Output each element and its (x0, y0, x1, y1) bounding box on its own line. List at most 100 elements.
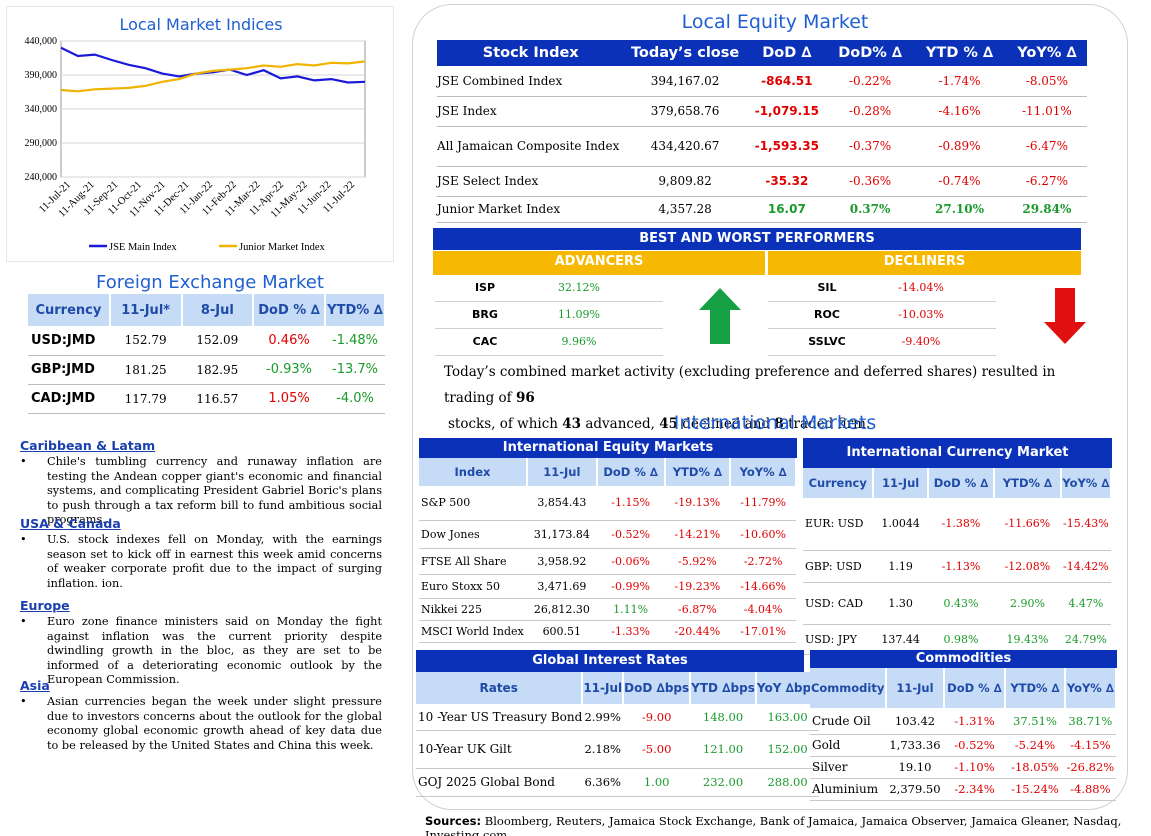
fx-pair: USD:JMD (28, 326, 110, 356)
fx-dod: 1.05% (253, 384, 325, 414)
intl-row-value: 2.99% (582, 704, 624, 731)
intl-header-cell: YoY% ∆ (1064, 668, 1118, 708)
equity-dodp: -0.28% (827, 96, 913, 127)
equity-close: 434,420.67 (624, 126, 746, 167)
intl-header-cell: 11-Jul (582, 672, 625, 704)
equity-index-name: JSE Combined Index (437, 66, 625, 97)
intl-row-change: 152.00 (755, 730, 820, 769)
equity-index-name: Junior Market Index (437, 196, 625, 223)
performer-pct: -14.04% (898, 281, 944, 294)
intl-row-change: -17.01% (730, 620, 796, 643)
intl-header-row: Rates 11-Jul DoD ∆bps YTD ∆bps YoY ∆bps (416, 672, 821, 704)
intl-row-change: -18.05% (1005, 756, 1065, 779)
intl-row: Euro Stoxx 50 3,471.69 -0.99% -19.23% -14.66… (419, 574, 796, 599)
equity-yoy: 29.84% (1006, 196, 1087, 223)
intl-row-change: 232.00 (690, 768, 756, 797)
intl-header-cell: Rates (416, 672, 584, 704)
intl-row-change: -26.82% (1064, 756, 1116, 779)
performers-title: BEST AND WORST PERFORMERS (433, 228, 1081, 250)
intl-row-change: 37.51% (1005, 708, 1065, 735)
intl-row: USD: JPY 137.44 0.98% 19.43% 24.79% (803, 624, 1111, 655)
intl-row-change: -0.06% (596, 548, 665, 575)
fx-pair: GBP:JMD (28, 355, 110, 385)
fx-pair: CAD:JMD (28, 384, 110, 414)
intl-row: EUR: USD 1.0044 -1.38% -11.66% -15.43% (803, 498, 1111, 551)
news-block: Europe • Euro zone finance ministers said … (20, 598, 382, 688)
intl-row-change: 288.00 (755, 768, 820, 797)
equity-yoy: -6.27% (1006, 166, 1087, 197)
intl-row-value: 2.18% (582, 730, 624, 769)
intl-row-change: 38.71% (1064, 708, 1116, 735)
fx-value: 152.09 (181, 326, 254, 356)
up-arrow-icon (699, 288, 741, 344)
intl-row-change: -4.15% (1064, 734, 1116, 757)
equity-yoy: -11.01% (1006, 96, 1087, 127)
intl-row-change: 0.43% (927, 582, 995, 625)
intl-row: MSCI World Index 600.51 -1.33% -20.44% -17.0… (419, 620, 796, 643)
intl-header-cell: Currency (803, 468, 875, 498)
intl-row: Dow Jones 31,173.84 -0.52% -14.21% -10.60% (419, 520, 796, 549)
fx-header-cell: YTD% ∆ (325, 294, 386, 326)
intl-table-title: Commodities (810, 650, 1117, 668)
intl-row-label: Silver (810, 756, 887, 779)
intl-table: Rates 11-Jul DoD ∆bps YTD ∆bps YoY ∆bps 10 -Y… (416, 672, 821, 797)
fx-header-cell: Currency (28, 294, 111, 326)
news-bullet: • U.S. stock indexes fell on Monday, with… (20, 533, 382, 591)
intl-row-change: -5.24% (1005, 734, 1065, 757)
news-block: Caribbean & Latam • Chile's tumbling curre… (20, 438, 382, 528)
news-text: Euro zone finance ministers said on Mond… (47, 615, 382, 686)
interest-rates-panel: Global Interest Rates Rates 11-Jul DoD ∆bps… (416, 650, 821, 797)
equity-ytd: -4.16% (912, 96, 1007, 127)
performer-pct: 9.96% (561, 335, 597, 348)
bullet-icon: • (20, 615, 27, 628)
intl-row: USD: CAD 1.30 0.43% 2.90% 4.47% (803, 582, 1111, 625)
performer-row: SIL -14.04% (768, 276, 996, 302)
intl-row-change: -14.66% (730, 574, 796, 599)
equity-close: 4,357.28 (624, 196, 746, 223)
intl-row-label: Aluminium (810, 778, 887, 801)
equity-ytd: -0.74% (912, 166, 1007, 197)
news-heading[interactable]: USA & Canada (20, 516, 121, 531)
equity-dod: 16.07 (745, 196, 828, 223)
intl-row-change: -11.79% (730, 486, 796, 521)
intl-row-change: -14.42% (1060, 550, 1111, 583)
equity-dod: -1,079.15 (745, 96, 828, 127)
intl-table: Index 11-Jul DoD % ∆ YTD% ∆ YoY% ∆ S&P 500 3,8… (419, 458, 797, 643)
fx-value: 182.95 (181, 355, 254, 385)
y-tick-label: 240,000 (25, 172, 58, 183)
y-tick-label: 440,000 (25, 36, 58, 47)
performer-pct: -10.03% (898, 308, 944, 321)
intl-header-cell: DoD ∆bps (623, 672, 692, 704)
intl-header-cell: DoD % ∆ (596, 458, 666, 486)
equity-dod: -35.32 (745, 166, 828, 197)
performer-pct: 32.12% (558, 281, 600, 294)
intl-row-value: 1,733.36 (886, 734, 944, 757)
intl-row-change: 163.00 (755, 704, 820, 731)
intl-row-label: Crude Oil (810, 708, 887, 735)
intl-row: S&P 500 3,854.43 -1.15% -19.13% -11.79% (419, 486, 796, 521)
fx-ytd: -4.0% (325, 384, 385, 414)
fx-header-row: Currency 11-Jul* 8-Jul DoD % ∆ YTD% ∆ (28, 294, 386, 326)
intl-row-change: 121.00 (690, 730, 756, 769)
intl-row-change: -9.00 (623, 704, 691, 731)
news-heading[interactable]: Europe (20, 598, 70, 613)
equity-close: 394,167.02 (624, 66, 746, 97)
equity-title: Local Equity Market (681, 11, 869, 33)
intl-row-change: 4.47% (1060, 582, 1111, 625)
equity-header-row: Stock Index Today’s close DoD ∆ DoD% ∆ YTD %… (437, 40, 1087, 66)
fx-value: 117.79 (109, 384, 182, 414)
intl-row-value: 1.30 (873, 582, 928, 625)
intl-header-cell: 11-Jul (886, 668, 945, 708)
decliners-header: DECLINERS (768, 251, 1081, 275)
intl-row: Aluminium 2,379.50 -2.34% -15.24% -4.88% (810, 778, 1116, 801)
performer-pct: 11.09% (558, 308, 600, 321)
news-heading[interactable]: Asia (20, 678, 50, 693)
fx-value: 116.57 (181, 384, 254, 414)
equity-dod: -1,593.35 (745, 126, 828, 167)
fx-ytd: -1.48% (325, 326, 385, 356)
news-heading[interactable]: Caribbean & Latam (20, 438, 156, 453)
fx-header-cell: 11-Jul* (109, 294, 183, 326)
commodities-panel: Commodities Commodity 11-Jul DoD % ∆ YTD% ∆ Y… (810, 650, 1118, 801)
fx-header-cell: DoD % ∆ (253, 294, 326, 326)
intl-row: 10 -Year US Treasury Bond 2.99% -9.00 148.0… (416, 704, 820, 731)
